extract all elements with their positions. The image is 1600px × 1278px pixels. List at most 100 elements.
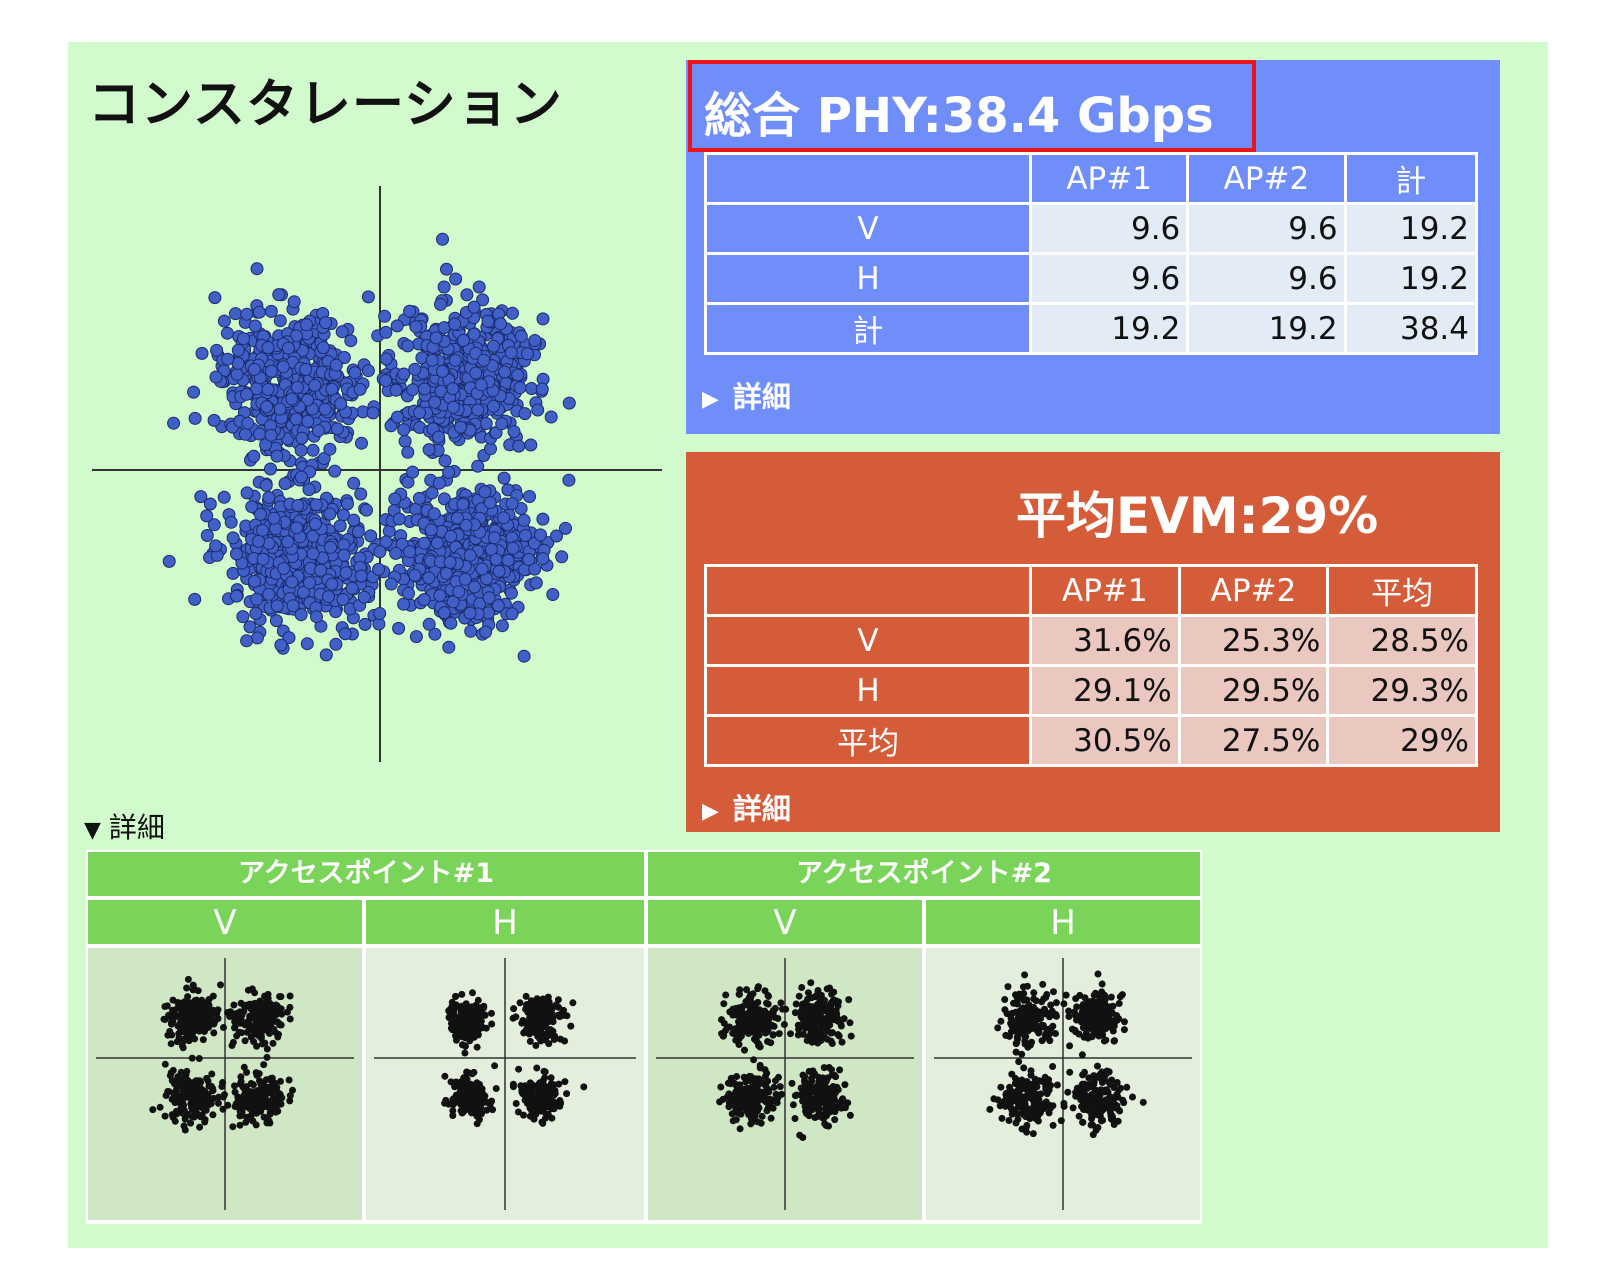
constellation-point	[536, 552, 550, 566]
constellation-point	[442, 1096, 450, 1104]
constellation-point	[830, 1094, 838, 1102]
constellation-point	[1090, 1023, 1098, 1031]
constellation-point	[472, 1008, 480, 1016]
constellation-point	[1050, 988, 1057, 996]
constellation-point	[1116, 1107, 1124, 1115]
constellation-point	[829, 997, 837, 1005]
constellation-point	[532, 1106, 540, 1114]
constellation-point	[567, 1022, 575, 1030]
constellation-point	[168, 1020, 175, 1028]
ap2-h-constellation	[934, 958, 1192, 1210]
constellation-point	[1025, 1003, 1033, 1011]
constellation-point	[1094, 1062, 1101, 1070]
constellation-point	[487, 531, 501, 545]
constellation-point	[1053, 1012, 1060, 1020]
constellation-point	[829, 1106, 837, 1114]
constellation-point	[460, 288, 474, 302]
constellation-detail-toggle[interactable]: ▼ 詳細	[84, 806, 165, 846]
constellation-point	[240, 634, 254, 648]
constellation-point	[523, 490, 536, 503]
constellation-point	[1052, 1030, 1059, 1037]
detail-label: 詳細	[732, 792, 791, 826]
constellation-point	[1020, 1064, 1028, 1072]
constellation-point	[447, 1024, 455, 1032]
constellation-point	[401, 445, 415, 459]
constellation-point	[252, 1121, 260, 1129]
constellation-point	[1021, 1037, 1029, 1045]
constellation-point	[432, 430, 446, 444]
constellation-point	[758, 1112, 766, 1120]
phy-detail-toggle[interactable]: ▶ 詳細	[702, 374, 791, 416]
constellation-point	[335, 325, 349, 339]
constellation-point	[358, 617, 372, 631]
constellation-point	[364, 529, 378, 543]
constellation-point	[719, 1032, 727, 1040]
constellation-point	[506, 306, 519, 320]
constellation-point	[329, 637, 343, 651]
constellation-point	[482, 591, 496, 605]
constellation-point	[208, 1070, 216, 1078]
constellation-point	[793, 1091, 801, 1099]
constellation-point	[260, 400, 274, 414]
constellation-point	[323, 442, 337, 456]
constellation-point	[316, 341, 330, 355]
constellation-point	[835, 1099, 843, 1107]
constellation-point	[188, 1106, 196, 1114]
constellation-point	[1090, 1096, 1098, 1104]
table-cell: 19.2	[1343, 202, 1479, 255]
constellation-point	[457, 333, 470, 347]
constellation-point	[1062, 991, 1070, 999]
constellation-point	[234, 1098, 242, 1106]
constellation-point	[1065, 1013, 1073, 1020]
constellation-point	[540, 1011, 548, 1019]
constellation-point	[440, 262, 453, 276]
constellation-point	[189, 1100, 197, 1108]
access-point-2-header: アクセスポイント#2	[648, 852, 1200, 896]
constellation-point	[506, 541, 520, 555]
constellation-point	[1111, 1037, 1118, 1045]
constellation-point	[262, 491, 276, 504]
constellation-point	[1047, 1104, 1054, 1112]
constellation-point	[998, 1114, 1006, 1122]
constellation-point	[417, 536, 431, 550]
constellation-point	[483, 496, 497, 510]
constellation-point	[1089, 1131, 1097, 1139]
phy-table: AP#1 AP#2 計 V 9.6 9.6 19.2 H 9.6 9.6 19.…	[704, 152, 1479, 355]
constellation-point	[318, 402, 332, 416]
constellation-point	[398, 434, 412, 448]
constellation-point	[408, 362, 422, 376]
constellation-point	[438, 454, 452, 468]
constellation-point	[436, 364, 449, 378]
constellation-point	[1106, 1105, 1114, 1113]
constellation-point	[748, 999, 756, 1007]
constellation-point	[1003, 1010, 1011, 1018]
constellation-point	[560, 1011, 568, 1019]
constellation-point	[808, 1011, 816, 1018]
constellation-point	[250, 631, 264, 645]
constellation-point	[799, 1006, 807, 1014]
constellation-point	[497, 511, 511, 525]
constellation-point	[468, 1101, 476, 1109]
constellation-point	[230, 589, 244, 603]
constellation-point	[1091, 1016, 1099, 1024]
constellation-point	[277, 562, 291, 575]
constellation-point	[463, 606, 477, 620]
constellation-point	[1015, 1058, 1023, 1066]
constellation-point	[348, 366, 362, 380]
constellation-point	[450, 1011, 458, 1019]
table-cell: 9.6	[1186, 252, 1347, 305]
constellation-point	[464, 624, 478, 638]
constellation-point	[1086, 1007, 1094, 1015]
constellation-point	[540, 1108, 548, 1116]
constellation-point	[1077, 1096, 1085, 1104]
constellation-point	[238, 1108, 246, 1116]
constellation-point	[448, 998, 456, 1006]
constellation-point	[1021, 1024, 1029, 1032]
constellation-point	[282, 631, 296, 645]
constellation-point	[237, 999, 245, 1007]
constellation-point	[463, 548, 477, 562]
constellation-point	[247, 449, 261, 463]
evm-detail-toggle[interactable]: ▶ 詳細	[702, 786, 791, 828]
constellation-point	[1117, 1084, 1125, 1092]
constellation-point	[544, 993, 552, 1001]
